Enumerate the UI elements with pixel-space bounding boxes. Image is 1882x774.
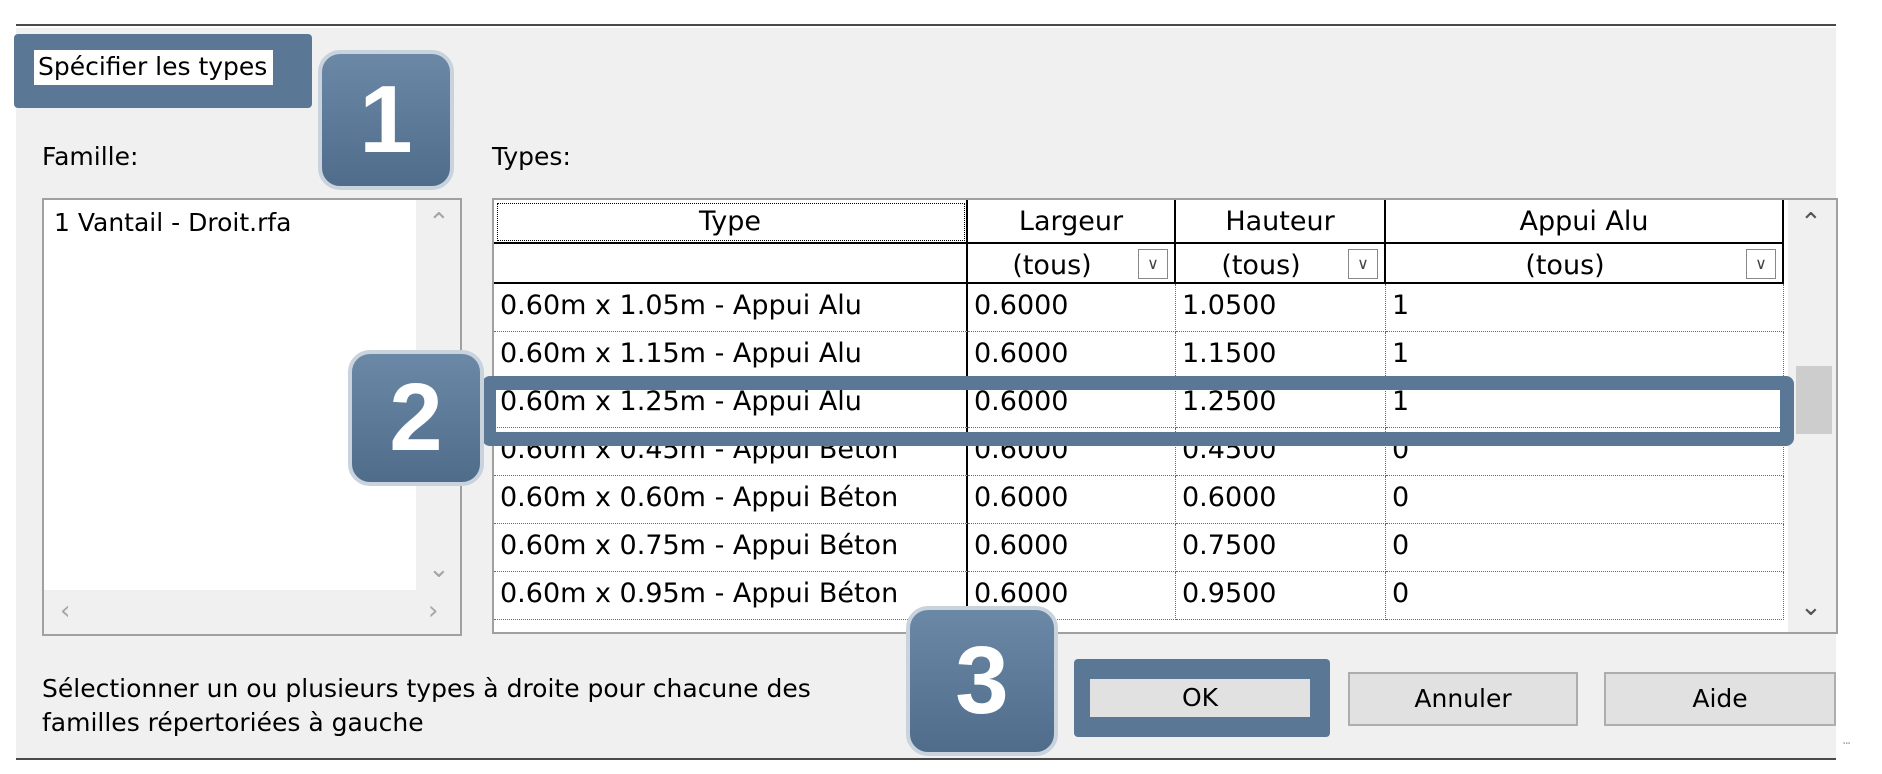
table-cell[interactable]: 0: [1386, 476, 1784, 524]
scroll-up-icon[interactable]: ⌃: [428, 208, 450, 238]
scroll-right-icon[interactable]: ›: [428, 596, 439, 626]
table-cell[interactable]: 1.1500: [1176, 332, 1386, 380]
callout-2: 2: [348, 350, 484, 486]
top-divider: [16, 24, 1836, 26]
filter-cell[interactable]: (tous) ∨: [968, 244, 1176, 284]
filter-cell[interactable]: (tous) ∨: [1386, 244, 1784, 284]
type-name-cell[interactable]: 0.60m x 0.75m - Appui Béton: [494, 524, 968, 572]
table-cell[interactable]: 0.6000: [968, 284, 1176, 332]
title-highlight: Spécifier les types: [14, 34, 312, 108]
filter-value: (tous): [1525, 250, 1605, 281]
table-cell[interactable]: 0.7500: [1176, 524, 1386, 572]
filter-cell: [494, 244, 968, 284]
table-cell[interactable]: 0.6000: [968, 572, 1176, 620]
family-horizontal-scrollbar[interactable]: ‹ ›: [44, 590, 460, 634]
chevron-down-icon[interactable]: ∨: [1746, 249, 1776, 279]
help-button[interactable]: Aide: [1604, 672, 1836, 726]
ok-highlight: OK: [1074, 659, 1330, 737]
filter-value: (tous): [1221, 250, 1301, 281]
scroll-up-icon[interactable]: ⌃: [1800, 208, 1822, 238]
column-header[interactable]: Type: [494, 200, 968, 244]
scroll-down-icon[interactable]: ⌄: [1800, 592, 1822, 622]
type-name-cell[interactable]: 0.60m x 0.60m - Appui Béton: [494, 476, 968, 524]
callout-3: 3: [906, 606, 1058, 756]
type-name-cell[interactable]: 0.60m x 1.25m - Appui Alu: [494, 380, 968, 428]
family-item[interactable]: 1 Vantail - Droit.rfa: [54, 208, 292, 237]
table-cell[interactable]: 1: [1386, 284, 1784, 332]
column-header[interactable]: Largeur: [968, 200, 1176, 244]
table-cell[interactable]: 0.6000: [968, 380, 1176, 428]
chevron-down-icon[interactable]: ∨: [1138, 249, 1168, 279]
instructions-text: Sélectionner un ou plusieurs types à dro…: [42, 672, 811, 740]
filter-value: (tous): [1012, 250, 1092, 281]
table-cell[interactable]: 0.6000: [1176, 476, 1386, 524]
instructions-line-1: Sélectionner un ou plusieurs types à dro…: [42, 674, 811, 703]
table-cell[interactable]: 0.6000: [968, 524, 1176, 572]
table-cell[interactable]: 0: [1386, 524, 1784, 572]
selected-row-highlight: [482, 376, 1794, 446]
ok-button[interactable]: OK: [1090, 679, 1310, 717]
bottom-divider: [16, 758, 1836, 760]
table-cell[interactable]: 1: [1386, 332, 1784, 380]
chevron-down-icon[interactable]: ∨: [1348, 249, 1378, 279]
types-vertical-scrollbar[interactable]: ⌃ ⌄: [1788, 200, 1836, 632]
scrollbar-thumb[interactable]: [1796, 366, 1832, 434]
resize-grip-icon[interactable]: ···: [1842, 736, 1851, 752]
type-name-cell[interactable]: 0.60m x 1.05m - Appui Alu: [494, 284, 968, 332]
instructions-line-2: familles répertoriées à gauche: [42, 708, 424, 737]
type-name-cell[interactable]: 0.60m x 0.95m - Appui Béton: [494, 572, 968, 620]
family-label: Famille:: [42, 142, 139, 171]
type-name-cell[interactable]: 0.60m x 1.15m - Appui Alu: [494, 332, 968, 380]
filter-cell[interactable]: (tous) ∨: [1176, 244, 1386, 284]
cancel-button[interactable]: Annuler: [1348, 672, 1578, 726]
types-label: Types:: [492, 142, 571, 171]
table-cell[interactable]: 1.2500: [1176, 380, 1386, 428]
table-cell[interactable]: 0: [1386, 572, 1784, 620]
scroll-down-icon[interactable]: ⌄: [428, 554, 450, 584]
table-cell[interactable]: 1.0500: [1176, 284, 1386, 332]
table-cell[interactable]: 0.6000: [968, 332, 1176, 380]
column-header[interactable]: Appui Alu: [1386, 200, 1784, 244]
column-header[interactable]: Hauteur: [1176, 200, 1386, 244]
callout-1: 1: [318, 50, 454, 190]
table-cell[interactable]: 0.6000: [968, 476, 1176, 524]
table-cell[interactable]: 0.9500: [1176, 572, 1386, 620]
scroll-left-icon[interactable]: ‹: [60, 596, 71, 626]
dialog-title: Spécifier les types: [34, 50, 274, 85]
types-grid[interactable]: Type Largeur Hauteur Appui Alu (tous) ∨ (tous)…: [492, 198, 1838, 634]
